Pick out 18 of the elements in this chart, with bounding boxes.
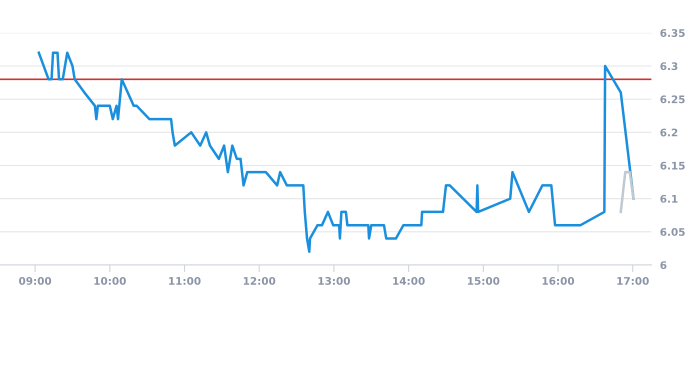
x-tick-label: 16:00 [542, 276, 574, 285]
x-tick-label: 12:00 [244, 276, 276, 285]
x-tick-label: 09:00 [19, 276, 52, 285]
y-tick-label: 6.05 [660, 228, 685, 236]
y-tick-label: 6.3 [660, 62, 678, 70]
x-tick-label: 17:00 [617, 276, 649, 285]
y-tick-label: 6.15 [660, 162, 685, 170]
y-tick-label: 6.1 [660, 194, 678, 203]
y-tick-label: 6.25 [660, 95, 685, 104]
y-tick-label: 6.2 [660, 128, 678, 136]
x-tick-label: 10:00 [94, 276, 126, 285]
y-tick-label: 6 [660, 261, 666, 270]
x-tick-label: 13:00 [318, 276, 350, 285]
line-series [38, 52, 635, 253]
x-tick-label: 11:00 [169, 276, 201, 285]
y-tick-label: 6.35 [660, 29, 685, 37]
x-tick-label: 15:00 [468, 276, 500, 285]
x-tick-label: 14:00 [393, 276, 425, 285]
